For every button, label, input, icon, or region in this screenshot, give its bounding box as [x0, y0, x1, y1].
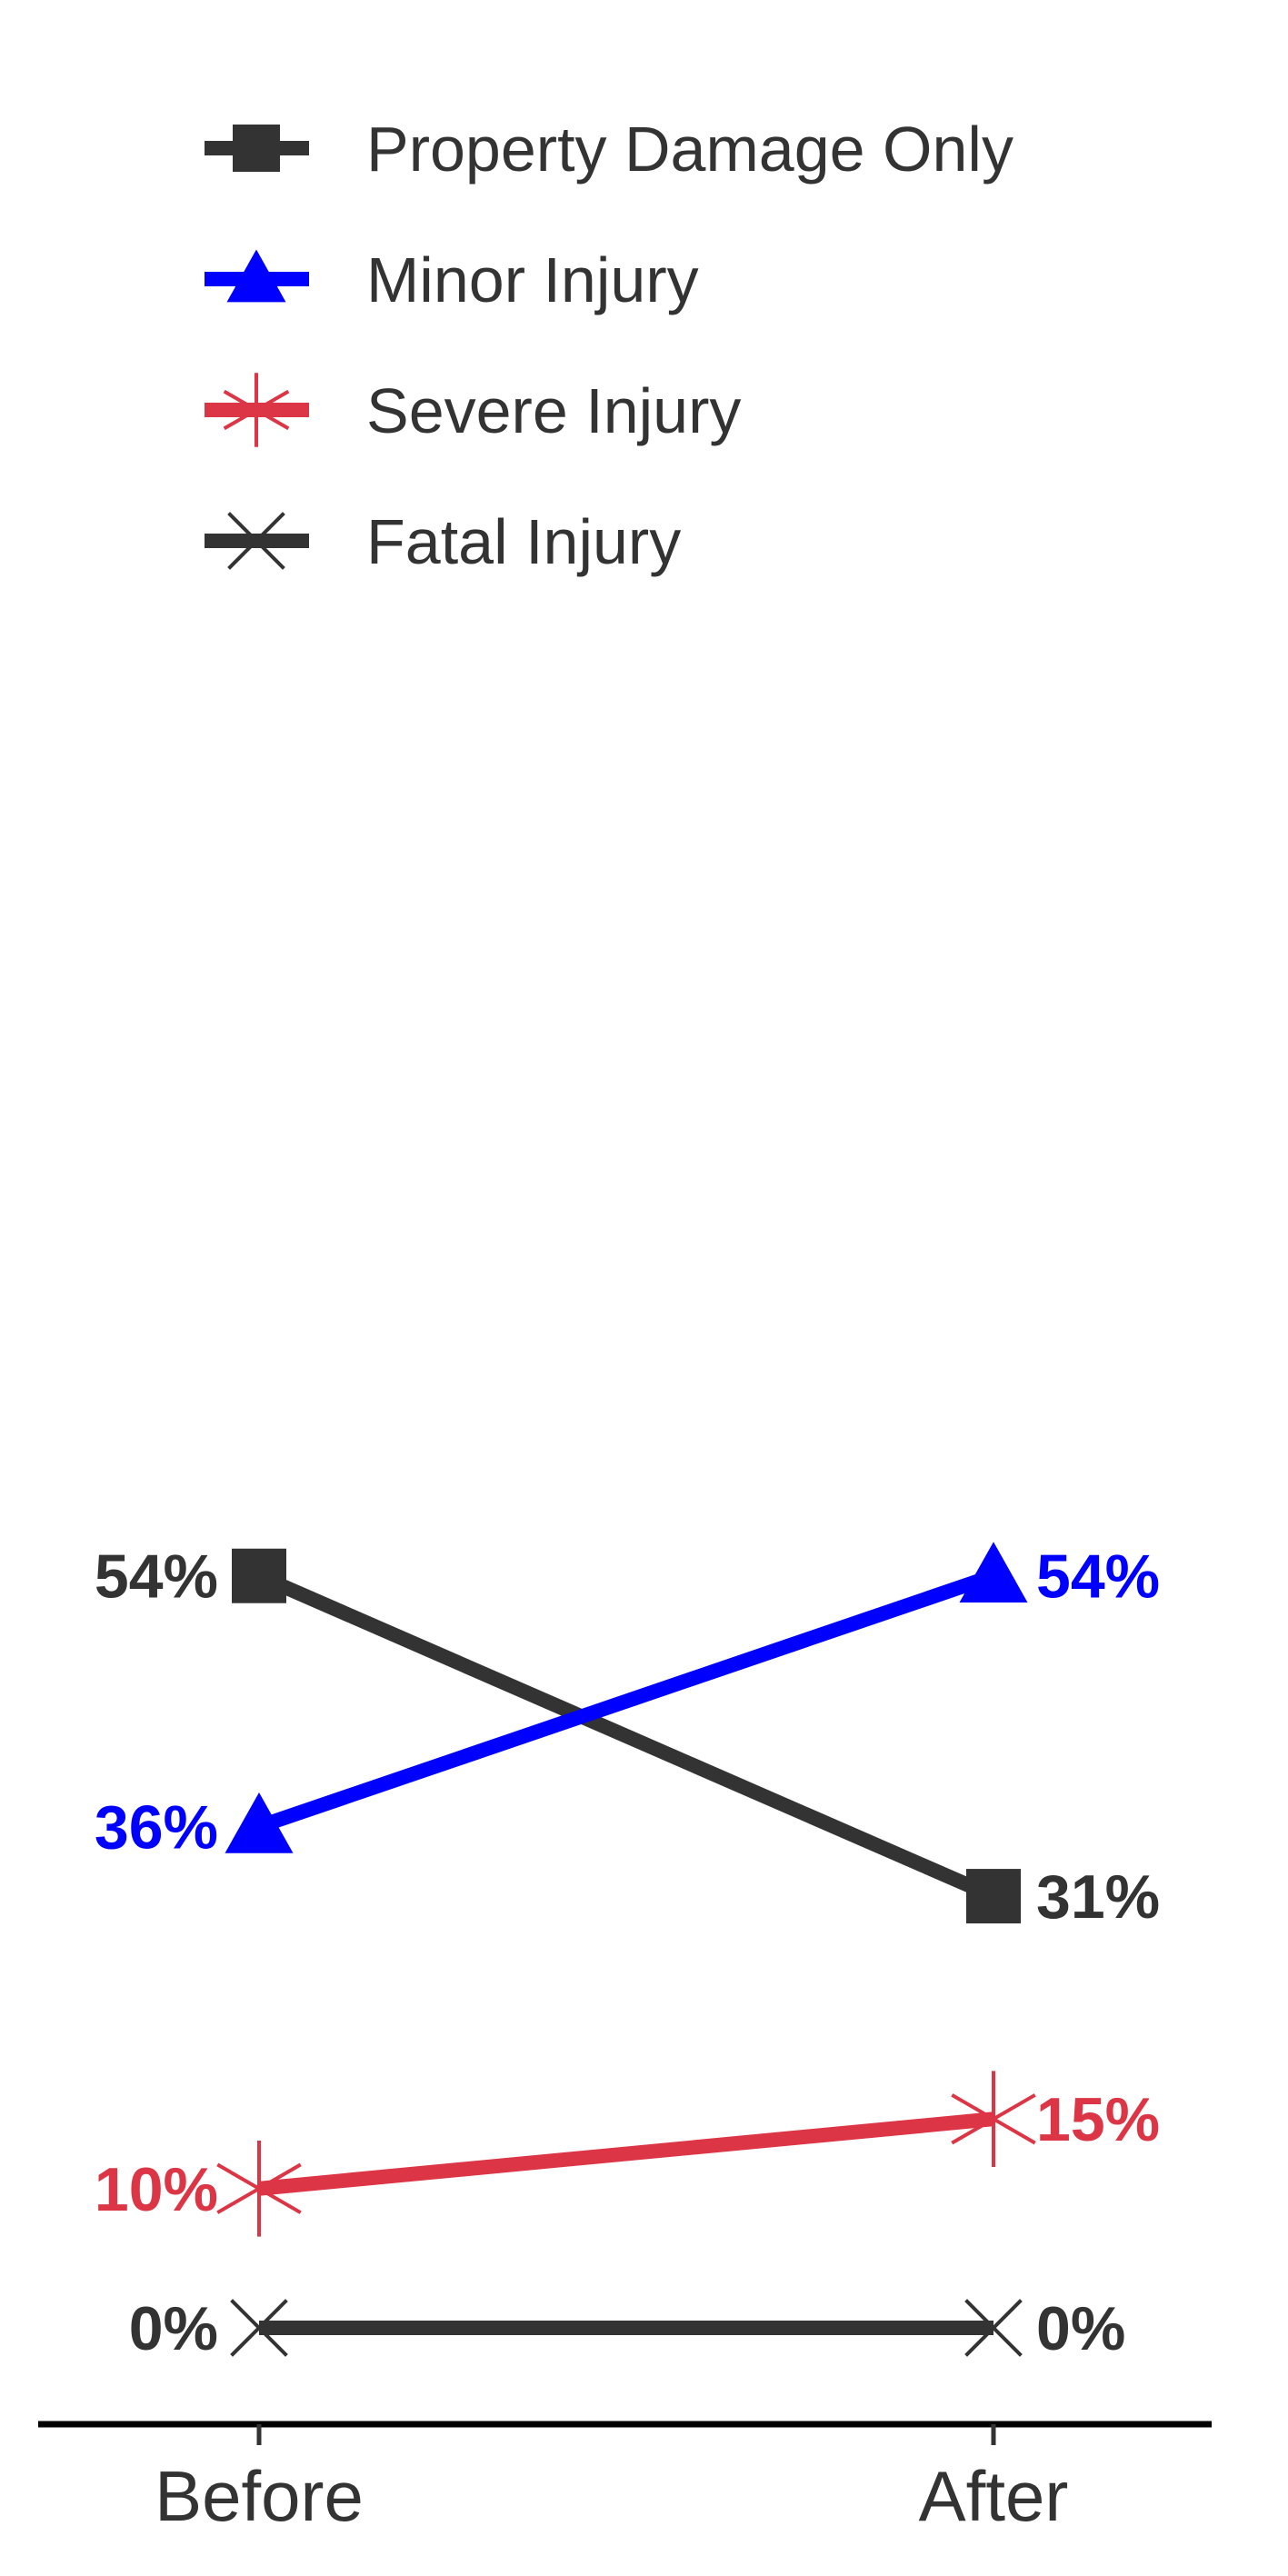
data-label-property-damage-only-before: 54% [95, 1543, 218, 1612]
data-point-property-damage-only-before [232, 1548, 286, 1603]
plot-area: 54% 31% 36% 54% 10% 15% 0% 0% [95, 1542, 1160, 2363]
data-point-fatal-injury-before [230, 2299, 288, 2357]
legend-marker-fatal-injury [227, 512, 285, 570]
data-label-severe-injury-before: 10% [95, 2155, 218, 2224]
data-label-severe-injury-after: 15% [1036, 2085, 1160, 2154]
x-tick-label-after: After [919, 2456, 1069, 2536]
legend-marker-property-damage-only [233, 125, 280, 172]
data-point-fatal-injury-after [964, 2299, 1023, 2357]
data-label-fatal-injury-before: 0% [129, 2294, 218, 2363]
data-point-minor-injury-before [225, 1792, 294, 1853]
series-line-severe-injury [258, 2112, 994, 2196]
legend-item-fatal-injury: Fatal Injury [205, 506, 681, 577]
data-point-property-damage-only-after [966, 1869, 1021, 1924]
data-label-minor-injury-after: 54% [1036, 1543, 1160, 1612]
x-axis: Before After [38, 2421, 1212, 2536]
legend-label-severe-injury: Severe Injury [366, 375, 741, 446]
legend-item-severe-injury: Severe Injury [205, 373, 741, 447]
data-point-severe-injury-before [216, 2141, 302, 2237]
legend-item-property-damage-only: Property Damage Only [205, 114, 1013, 185]
data-point-minor-injury-after [959, 1542, 1028, 1603]
legend: Property Damage Only Minor Injury Severe I… [205, 114, 1013, 577]
legend-item-minor-injury: Minor Injury [205, 245, 699, 315]
legend-marker-minor-injury [226, 249, 286, 303]
legend-label-property-damage-only: Property Damage Only [366, 114, 1013, 185]
x-tick-label-before: Before [155, 2456, 364, 2536]
data-label-fatal-injury-after: 0% [1036, 2294, 1125, 2363]
series-minor-injury: 36% 54% [95, 1542, 1160, 1862]
data-label-property-damage-only-after: 31% [1036, 1862, 1160, 1932]
series-line-property-damage-only [255, 1569, 997, 1903]
series-severe-injury: 10% 15% [95, 2071, 1160, 2237]
data-label-minor-injury-before: 36% [95, 1792, 218, 1862]
legend-label-fatal-injury: Fatal Injury [366, 506, 681, 577]
series-line-minor-injury [256, 1569, 996, 1834]
legend-label-minor-injury: Minor Injury [366, 245, 699, 315]
series-property-damage-only: 54% 31% [95, 1543, 1160, 1932]
data-point-severe-injury-after [951, 2071, 1036, 2167]
series-fatal-injury: 0% 0% [129, 2294, 1126, 2363]
legend-marker-severe-injury [223, 373, 290, 447]
